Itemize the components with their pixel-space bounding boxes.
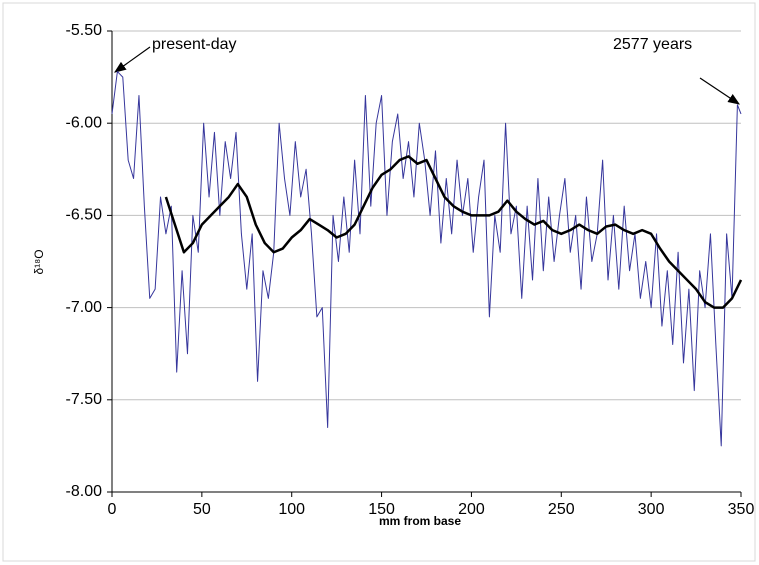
x-tick-label: 350 [728,501,755,518]
y-tick-label: -7.00 [66,299,103,316]
y-tick-label: -7.50 [66,391,103,408]
annotation-arrow [114,46,151,73]
annotation: present-day [152,36,237,53]
y-tick-label: -6.50 [66,207,103,224]
x-tick-label: 300 [638,501,665,518]
y-tick-label: -6.00 [66,114,103,131]
x-tick-label: 100 [278,501,305,518]
x-tick-label: 250 [548,501,575,518]
x-tick-label: 50 [193,501,211,518]
x-tick-label: 0 [108,501,117,518]
data-line [164,155,743,309]
y-tick-label: -5.50 [66,22,103,39]
x-axis-label: mm from base [379,514,461,528]
x-tick-label: 200 [458,501,485,518]
annotation-arrow [699,77,740,105]
x-tick-label: 150 [368,501,395,518]
data-line [111,71,742,447]
y-axis-label: δ¹⁸O [32,249,46,274]
annotation: 2577 years [613,36,692,53]
y-tick-label: -8.00 [66,483,103,500]
